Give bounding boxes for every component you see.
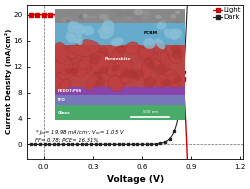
Legend: Light, Dark: Light, Dark xyxy=(212,7,240,20)
Text: * $J_{sc}$= 19.98 mA/cm²; $V_{oc}$= 1.05 V
FF= 0.78; PCE= 16.31%: * $J_{sc}$= 19.98 mA/cm²; $V_{oc}$= 1.05… xyxy=(35,128,124,143)
Y-axis label: Current Density (mA/cm²): Current Density (mA/cm²) xyxy=(5,29,12,135)
X-axis label: Voltage (V): Voltage (V) xyxy=(106,175,163,184)
